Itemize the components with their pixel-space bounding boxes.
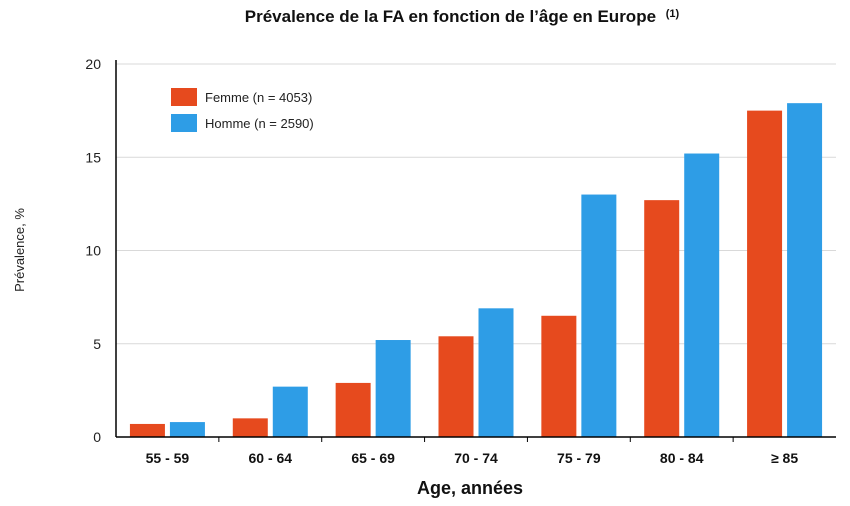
x-tick-label: 65 - 69 [351,450,395,466]
x-tick-label: 75 - 79 [557,450,601,466]
y-axis-label: Prévalence, % [12,208,27,292]
x-tick-label: ≥ 85 [771,450,798,466]
chart-title: Prévalence de la FA en fonction de l’âge… [245,7,680,26]
bar [747,110,783,437]
bar [335,382,371,437]
y-tick-label: 10 [85,243,101,259]
y-tick-labels: 0 5 10 15 20 [85,56,101,445]
gridlines [116,63,836,345]
axes [115,60,836,442]
legend-swatch-homme [171,114,197,132]
bar [169,422,205,437]
legend-swatch-femme [171,88,197,106]
x-tick-label: 80 - 84 [660,450,704,466]
bar [375,340,411,437]
chart-title-superscript: (1) [666,8,680,20]
bar [232,418,268,437]
y-tick-label: 5 [93,336,101,352]
bar [581,194,617,437]
chart-title-text: Prévalence de la FA en fonction de l’âge… [245,7,656,26]
y-tick-label: 0 [93,429,101,445]
bar [478,308,514,437]
bar [129,423,165,437]
legend-label-homme: Homme (n = 2590) [205,116,314,131]
legend-label-femme: Femme (n = 4053) [205,90,312,105]
y-tick-label: 20 [85,56,101,72]
x-tick-labels: 55 - 59 60 - 64 65 - 69 70 - 74 75 - 79 80 - … [146,450,799,466]
bar [684,153,720,437]
bar [438,336,474,437]
bar [644,200,680,437]
x-axis-label: Age, années [417,478,523,498]
y-tick-label: 15 [85,149,101,165]
x-tick-label: 55 - 59 [146,450,190,466]
legend: Femme (n = 4053) Homme (n = 2590) [171,88,314,132]
bar [787,103,823,437]
bar [272,386,308,437]
bar [541,315,577,437]
x-tick-label: 60 - 64 [248,450,292,466]
x-tick-label: 70 - 74 [454,450,498,466]
bars [129,103,823,437]
